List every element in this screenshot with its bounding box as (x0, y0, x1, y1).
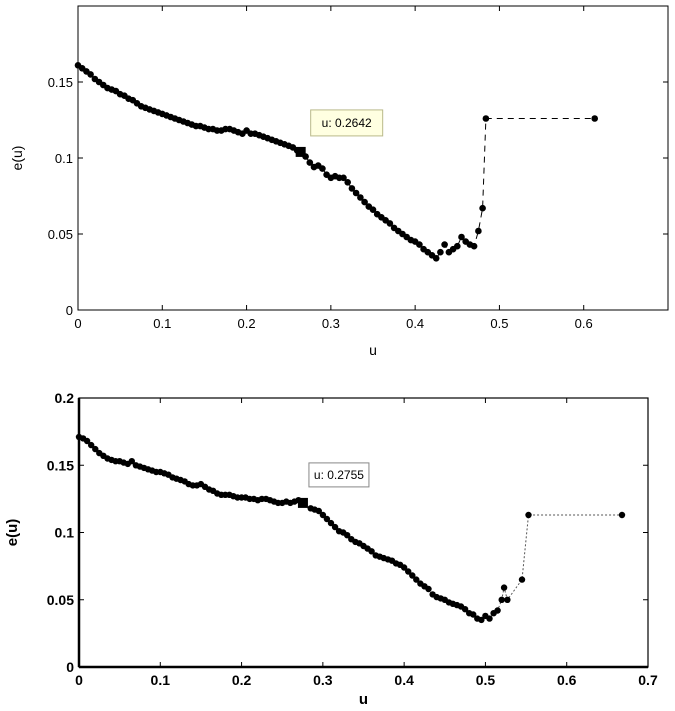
y-tick-label: 0.15 (48, 75, 73, 90)
data-point (92, 445, 99, 453)
datatip-marker (295, 146, 306, 157)
data-point (425, 585, 432, 593)
datatip-label: u: 0.2755 (314, 468, 364, 482)
data-point (344, 532, 351, 539)
data-point (478, 616, 485, 624)
series-line (77, 64, 595, 260)
plot-area-frame (77, 5, 669, 311)
data-point (500, 584, 508, 591)
data-point (498, 596, 505, 603)
y-tick-label: 0.1 (55, 151, 73, 166)
y-tick-label: 0.1 (55, 525, 75, 541)
datatip-box (308, 462, 370, 488)
data-point (413, 576, 420, 583)
data-point (504, 596, 511, 603)
chart-2: 0 0.1 0.2 0.3 0.4 0.5 0.6 0.7 0 0.05 0.1 0.15 0.2 u e(… (4, 390, 658, 708)
x-axis-label: u (359, 691, 368, 708)
x-tick-label: 0.4 (394, 672, 414, 688)
data-point (479, 204, 486, 212)
data-point (357, 194, 364, 201)
data-point (319, 511, 327, 519)
x-axis-label: u (369, 342, 377, 358)
x-tick-label: 0.6 (575, 316, 593, 331)
data-point (454, 242, 461, 250)
data-point (386, 220, 394, 227)
data-point (400, 564, 408, 571)
x-tick-label: 0 (75, 672, 83, 688)
x-tick-label: 0.5 (476, 672, 496, 688)
y-tick-label: 0.2 (55, 390, 75, 406)
data-point (128, 458, 135, 465)
x-tick-label: 0.1 (151, 672, 171, 688)
y-tick-label: 0.05 (47, 592, 74, 608)
y-axis-label: e(u) (4, 519, 21, 547)
datatip-marker (297, 497, 308, 508)
data-point (315, 507, 322, 515)
data-point (470, 242, 478, 250)
x-tick-label: 0.2 (238, 316, 256, 331)
data-point (331, 523, 339, 531)
data-point (306, 159, 314, 166)
data-point (525, 511, 532, 519)
data-point (470, 611, 477, 618)
data-point (409, 572, 416, 579)
data-point (348, 185, 356, 192)
x-tick-label: 0.7 (638, 672, 658, 688)
x-tick-label: 0.1 (153, 316, 171, 331)
x-tick-label: 0.3 (313, 672, 333, 688)
y-tick-label: 0 (66, 303, 73, 318)
y-tick-label: 0 (66, 659, 74, 675)
plot-area-frame (78, 397, 649, 668)
y-tick-label: 0.15 (47, 457, 74, 473)
data-point (344, 179, 352, 186)
x-tick-label: 0.6 (557, 672, 577, 688)
data-point (461, 606, 469, 613)
data-point (518, 576, 526, 583)
data-point (437, 248, 444, 256)
y-tick-label: 0.05 (48, 227, 73, 242)
x-tick-label: 0 (74, 316, 81, 331)
data-point (83, 437, 91, 445)
x-tick-label: 0.2 (232, 672, 252, 688)
datatip-label: u: 0.2642 (322, 116, 372, 130)
data-point (87, 71, 94, 78)
data-point (369, 206, 377, 213)
data-point (327, 519, 335, 527)
data-point (618, 511, 626, 519)
data-point (486, 615, 493, 622)
data-point (482, 115, 490, 122)
data-point (323, 515, 331, 523)
data-point (494, 607, 501, 614)
data-point (352, 189, 360, 197)
data-point (591, 115, 598, 122)
x-tick-label: 0.3 (322, 316, 340, 331)
datatip-box (310, 109, 384, 137)
data-point (319, 165, 326, 172)
chart-1: 0 0.1 0.2 0.3 0.4 0.5 0.6 0 0.05 0.1 0.15 u e(u) u: 0… (9, 5, 669, 358)
y-axis-label: e(u) (9, 146, 25, 171)
data-point (441, 241, 448, 248)
x-tick-label: 0.4 (406, 316, 424, 331)
data-point (88, 441, 95, 449)
x-tick-label: 0.5 (490, 316, 508, 331)
data-point (368, 548, 375, 555)
data-point (405, 568, 412, 575)
data-point (432, 254, 440, 262)
data-point (458, 233, 465, 241)
data-point (361, 198, 368, 206)
data-point (416, 241, 423, 248)
data-point (475, 227, 482, 235)
data-point (340, 174, 347, 182)
